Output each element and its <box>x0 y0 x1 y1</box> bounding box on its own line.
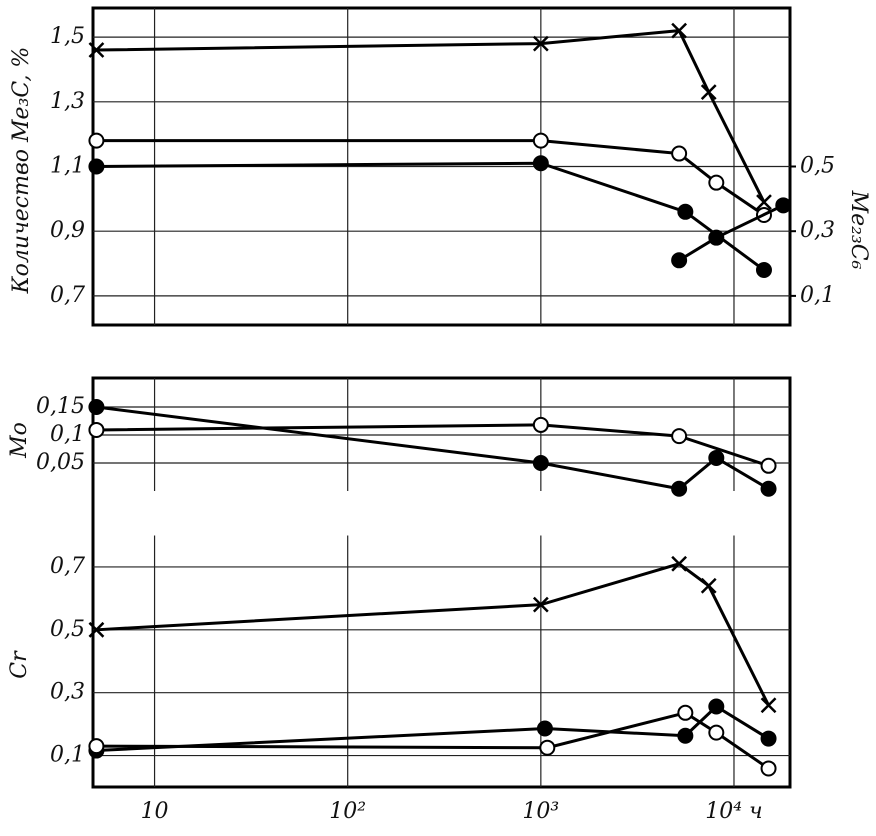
filled-marker <box>536 720 553 737</box>
y-tick-label: 0,1 <box>50 422 85 447</box>
y-tick-label: 1,5 <box>50 24 85 49</box>
y-axis-label: Mo <box>7 422 32 459</box>
filled-marker <box>677 203 694 220</box>
cross-marker <box>700 577 717 594</box>
data-line <box>678 203 784 262</box>
open-marker <box>671 428 688 445</box>
y2-axis-label: Me₂₃C₆ <box>846 190 871 270</box>
cross-marker <box>671 22 688 39</box>
open-marker <box>677 704 694 721</box>
y-tick-label: 0,7 <box>50 283 85 308</box>
cross-marker <box>756 194 772 210</box>
cross-marker <box>700 84 717 100</box>
data-line <box>96 423 770 468</box>
data-line <box>96 562 770 706</box>
filled-marker <box>671 480 688 497</box>
y-tick-label: 0,9 <box>50 218 85 243</box>
y-tick-label: 1,3 <box>50 89 85 114</box>
open-marker <box>88 421 105 438</box>
open-marker <box>760 760 777 777</box>
filled-marker <box>755 262 772 279</box>
open-marker <box>671 145 688 162</box>
cross-marker <box>760 697 777 714</box>
plot-frame <box>91 376 792 789</box>
y-tick-label: 0,7 <box>50 554 85 579</box>
cross-marker <box>532 35 549 52</box>
filled-marker <box>532 155 549 172</box>
cross-marker <box>671 555 688 572</box>
data-line <box>96 29 766 203</box>
x-tick-label: 10² <box>329 799 366 824</box>
filled-marker <box>88 399 105 415</box>
cross-marker <box>532 596 549 613</box>
y-tick-label: 1,1 <box>50 154 85 179</box>
filled-marker <box>775 197 792 214</box>
y-tick-label: 0,1 <box>50 743 85 768</box>
filled-marker <box>708 229 725 246</box>
filled-marker <box>532 455 549 471</box>
open-marker <box>760 457 777 474</box>
open-marker <box>88 738 105 755</box>
y-tick-label: 0,3 <box>50 680 85 705</box>
x-tick-label: 10³ <box>522 799 559 824</box>
y2-tick-label: 0,3 <box>800 218 835 243</box>
data-line <box>96 161 765 272</box>
open-marker <box>532 416 549 433</box>
open-marker <box>88 132 105 149</box>
y-tick-label: 0,05 <box>36 450 85 475</box>
data-line <box>96 405 770 491</box>
filled-marker <box>708 698 725 715</box>
filled-marker <box>671 252 688 269</box>
open-marker <box>539 739 556 756</box>
data-line <box>96 704 770 753</box>
x-tick-label: 10 <box>141 799 169 824</box>
data-line <box>96 711 770 770</box>
open-marker <box>532 132 549 149</box>
y2-tick-label: 0,5 <box>800 154 835 179</box>
y2-tick-label: 0,1 <box>800 283 835 308</box>
filled-marker <box>760 730 777 747</box>
y-tick-label: 0,15 <box>36 394 85 419</box>
y-axis-label: Количество Me₃C, % <box>9 47 34 295</box>
filled-marker <box>760 480 777 497</box>
cross-marker <box>88 621 105 638</box>
cross-marker <box>88 42 105 58</box>
open-marker <box>708 174 725 191</box>
open-marker <box>708 724 725 741</box>
filled-marker <box>708 449 725 466</box>
filled-marker <box>88 158 105 175</box>
filled-marker <box>677 727 694 744</box>
y-tick-label: 0,5 <box>50 617 85 642</box>
x-tick-label: 10⁴ ч <box>705 799 763 824</box>
y-axis-label: Cr <box>7 650 32 679</box>
